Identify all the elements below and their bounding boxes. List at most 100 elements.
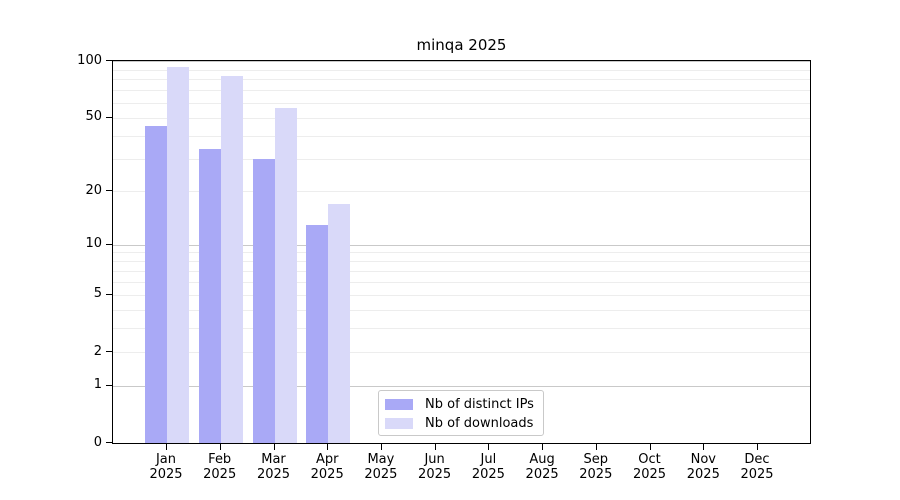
legend-item-distinct-ips: Nb of distinct IPs [385,395,535,414]
legend-swatch-downloads [385,418,413,429]
gridline-minor [113,117,810,119]
x-axis-label-month: Jul [480,452,497,467]
gridline-minor [113,294,810,296]
x-axis-label: Aug 2025 [512,452,572,482]
x-axis-tick [757,444,758,450]
x-axis-label: Sep 2025 [566,452,626,482]
bar-distinct-ips-mar [252,158,275,443]
x-axis-label: Mar 2025 [244,452,304,482]
gridline-minor [113,191,810,192]
y-axis-tick [106,442,112,443]
y-axis-tick [106,293,112,295]
x-axis-label-year: 2025 [579,467,613,482]
x-axis-tick [327,444,329,450]
x-axis-tick [542,444,544,450]
x-axis-tick [380,444,382,450]
gridline-major [113,385,810,387]
y-axis-tick [106,190,112,191]
plot-area [112,60,811,444]
x-axis-label-year: 2025 [418,467,452,482]
y-axis-label: 50 [85,109,102,125]
bar-distinct-ips-feb [198,148,221,443]
bar-distinct-ips-jan [145,126,167,443]
x-axis-label-month: Feb [208,452,232,467]
gridline-minor [113,158,810,160]
x-axis-tick [703,444,705,450]
y-axis-label: 1 [93,377,102,393]
gridline-minor [113,79,810,81]
x-axis-label-year: 2025 [525,467,559,482]
y-axis-label: 20 [85,182,102,198]
x-axis-label-month: Mar [261,452,286,467]
x-axis-label-year: 2025 [364,467,398,482]
x-axis-tick [488,444,490,450]
x-axis-label-month: Jun [424,452,445,467]
y-axis-label: 100 [77,52,102,68]
x-axis-tick [273,444,275,450]
bar-downloads-mar [274,108,297,443]
x-axis-label-year: 2025 [632,467,667,482]
y-axis-tick [106,60,112,61]
y-axis-tick [106,384,112,386]
gridline-major [113,61,810,62]
x-axis-tick [595,444,597,450]
x-axis-label: Feb 2025 [190,452,250,482]
x-axis-label: Oct 2025 [620,452,680,482]
x-axis-label-month: Apr [315,452,339,467]
x-axis-label-year: 2025 [471,467,505,482]
x-axis-label: Apr 2025 [297,452,357,482]
gridline-minor [113,328,810,330]
gridline-minor [113,90,810,92]
x-axis-tick [219,444,221,450]
x-axis-label-month: Jan [155,452,177,467]
x-axis-label-month: Oct [638,452,661,467]
gridline-minor [113,309,810,311]
x-axis-label-year: 2025 [203,467,237,482]
x-axis-tick [166,444,167,450]
gridline-minor [113,270,810,272]
gridline-minor [113,261,810,263]
x-axis-label-month: Nov [690,452,716,467]
y-axis-label: 0 [93,434,102,450]
gridline-minor [113,252,810,254]
x-axis-label-month: May [367,452,395,467]
bar-downloads-apr [328,203,351,443]
chart-title: minqa 2025 [416,36,507,54]
x-axis-label: Jul 2025 [458,452,518,482]
x-axis-label-month: Sep [583,452,609,467]
gridline-major [113,244,810,246]
bar-distinct-ips-apr [306,224,329,443]
x-axis-tick [649,444,651,450]
x-axis-label-year: 2025 [740,467,774,482]
gridline-minor [113,135,810,137]
x-axis-label: Nov 2025 [673,452,733,482]
x-axis-label-month: Dec [744,452,770,467]
y-axis-tick [106,351,112,353]
x-axis-label: Jan 2025 [136,452,196,482]
legend-label: Nb of downloads [425,416,534,431]
bar-downloads-jan [167,66,189,443]
x-axis-label-year: 2025 [149,467,183,482]
x-axis-label-year: 2025 [310,467,344,482]
legend-swatch-distinct-ips [385,399,413,410]
gridline-minor [113,352,810,354]
x-axis-label: Dec 2025 [727,452,787,482]
x-axis-label-year: 2025 [686,467,720,482]
gridline-minor [113,102,810,104]
y-axis-tick [106,116,112,118]
x-axis-label-month: Aug [529,452,555,467]
x-axis-tick [434,444,436,450]
gridline-minor [113,281,810,283]
legend-label: Nb of distinct IPs [425,397,534,412]
x-axis-label: May 2025 [351,452,411,482]
legend: Nb of distinct IPs Nb of downloads [378,390,544,436]
bar-downloads-feb [220,76,243,443]
y-axis-tick [106,243,112,245]
legend-item-downloads: Nb of downloads [385,414,535,433]
gridline-minor [113,69,810,71]
x-axis-label-year: 2025 [256,467,291,482]
x-axis-label: Jun 2025 [405,452,465,482]
y-axis-label: 5 [93,286,102,302]
y-axis-label: 2 [93,343,102,359]
